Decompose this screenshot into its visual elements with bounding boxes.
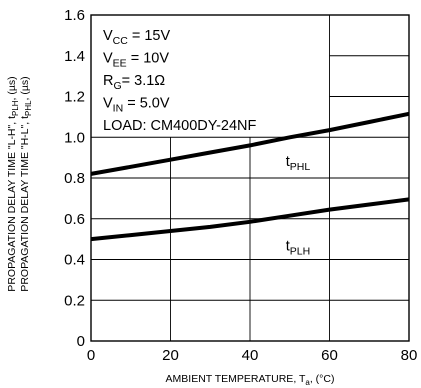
x-tick-label: 80 xyxy=(401,347,418,364)
y-axis-title-line: PROPAGATION DELAY TIME "H-L", tPHL, (µs) xyxy=(19,76,33,291)
x-tick-label: 0 xyxy=(87,347,95,364)
series-line-phl xyxy=(90,111,410,176)
condition-line: RG= 3.1Ω xyxy=(103,73,165,92)
y-tick-labels: 0 0.2 0.4 0.6 0.8 1.0 1.2 1.4 1.6 xyxy=(64,7,85,350)
y-tick-label: 0.2 xyxy=(64,292,85,309)
test-conditions: VCC = 15V VEE = 10V RG= 3.1Ω VIN = 5.0V LOAD… xyxy=(103,28,257,134)
y-tick-label: 0.6 xyxy=(64,211,85,228)
y-tick-label: 0 xyxy=(77,333,85,350)
series-labels: tPHL tPLH xyxy=(286,154,311,258)
series-curves xyxy=(90,111,410,242)
x-tick-label: 60 xyxy=(321,347,338,364)
grid-lines xyxy=(91,15,409,341)
series-label-plh: tPLH xyxy=(286,238,310,257)
condition-line: LOAD: CM400DY-24NF xyxy=(103,118,257,134)
x-tick-labels: 0 20 40 60 80 xyxy=(87,347,418,364)
y-tick-label: 0.8 xyxy=(64,170,85,187)
y-tick-label: 0.4 xyxy=(64,252,85,269)
y-tick-label: 1.4 xyxy=(64,48,85,65)
condition-line: VEE = 10V xyxy=(103,51,169,70)
x-tick-label: 40 xyxy=(242,347,259,364)
y-axis-title-line: PROPAGATION DELAY TIME "L-H", tPLH, (µs) xyxy=(6,76,20,291)
condition-line: VCC = 15V xyxy=(103,28,170,47)
y-tick-label: 1.2 xyxy=(64,89,85,106)
y-axis-title: PROPAGATION DELAY TIME "L-H", tPLH, (µs)… xyxy=(6,76,33,291)
condition-line: VIN = 5.0V xyxy=(103,96,170,115)
y-tick-label: 1.0 xyxy=(64,129,85,146)
y-tick-label: 1.6 xyxy=(64,7,85,24)
x-axis-title: AMBIENT TEMPERATURE, Ta, (°C) xyxy=(166,373,335,387)
series-label-phl: tPHL xyxy=(286,154,311,173)
plot-frame xyxy=(90,14,410,342)
x-tick-label: 20 xyxy=(162,347,179,364)
series-line-plh xyxy=(90,197,410,242)
